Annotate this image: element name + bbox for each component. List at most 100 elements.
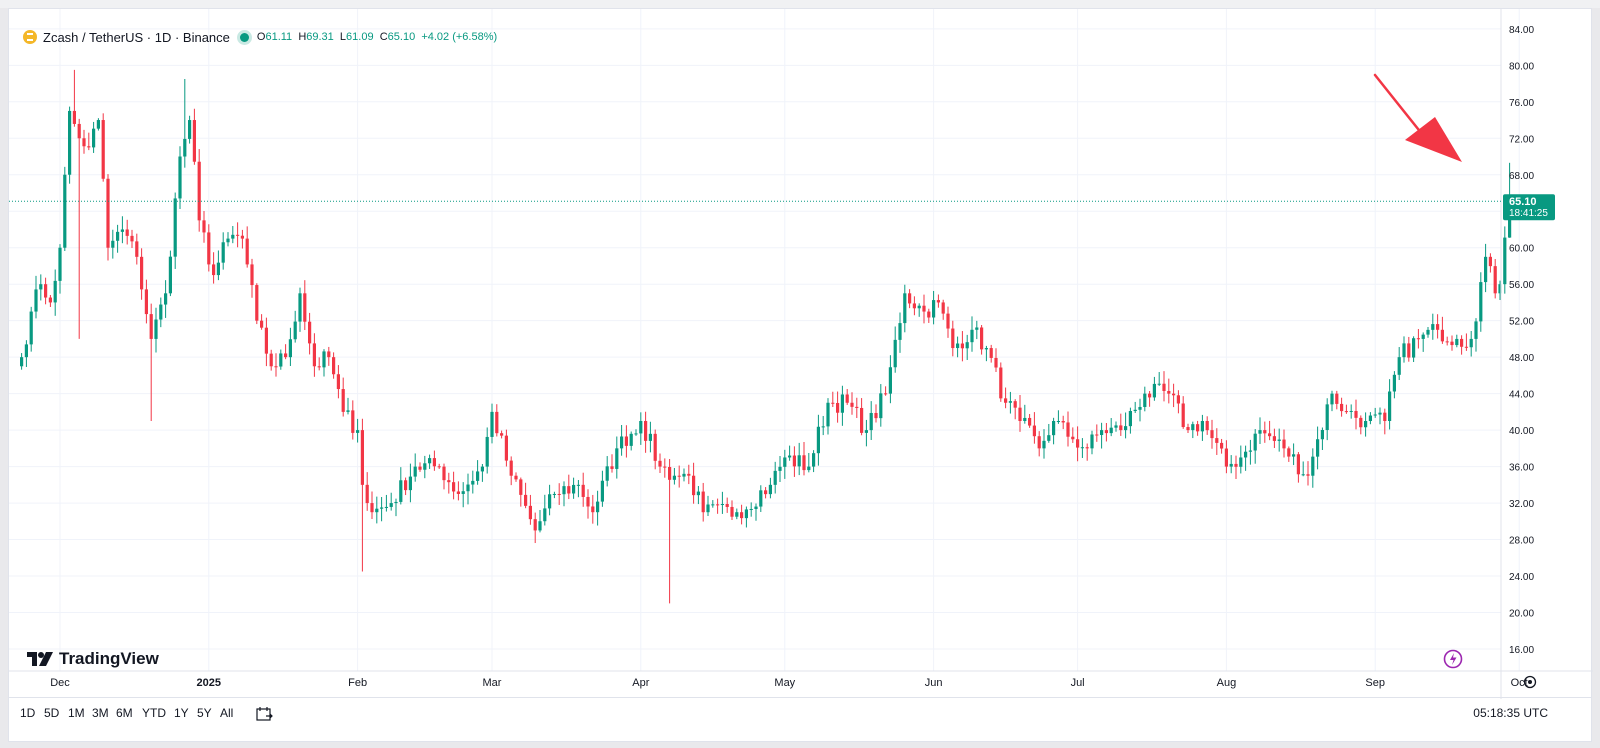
y-tick-label: 60.00	[1509, 244, 1534, 255]
candle-body	[528, 505, 532, 520]
candle-body	[812, 453, 816, 467]
candle-body	[586, 496, 590, 507]
close-label: C	[379, 31, 388, 43]
candle-body	[874, 412, 878, 419]
range-1d-button[interactable]: 1D	[20, 706, 36, 720]
candle-body	[1032, 425, 1036, 437]
candle-body	[696, 491, 700, 496]
candle-body	[1397, 357, 1401, 375]
candle-body	[500, 433, 504, 436]
candle-body	[1268, 433, 1272, 437]
x-tick-label: Sep	[1365, 677, 1385, 689]
symbol-title[interactable]: Zcash / TetherUS · 1D · Binance	[43, 29, 230, 45]
candle-body	[764, 490, 768, 495]
candle-body	[860, 407, 864, 433]
candle-body	[1138, 406, 1142, 410]
candle-body	[1272, 436, 1276, 441]
candle-body	[1176, 395, 1180, 404]
candle-body	[629, 433, 633, 446]
range-ytd-button[interactable]: YTD	[142, 706, 166, 720]
candle-body	[1152, 383, 1156, 398]
candle-body	[288, 339, 292, 358]
utc-clock[interactable]: 05:18:35 UTC	[1473, 706, 1548, 720]
range-6m-button[interactable]: 6M	[116, 706, 133, 720]
candle-body	[1484, 256, 1488, 283]
candle-body	[149, 314, 153, 339]
candle-body	[1172, 393, 1176, 396]
candle-body	[533, 519, 537, 531]
candle-body	[476, 471, 480, 481]
candle-body	[111, 240, 115, 248]
tradingview-logo[interactable]: TradingView	[27, 649, 159, 669]
candle-body	[53, 280, 57, 303]
candle-body	[1167, 390, 1171, 394]
chart-canvas[interactable]: 84.0080.0076.0072.0068.0064.0060.0056.00…	[9, 9, 1593, 699]
y-tick-label: 36.00	[1509, 463, 1534, 474]
candle-body	[413, 466, 417, 477]
candle-body	[63, 174, 67, 248]
candle-body	[1056, 420, 1060, 422]
candle-body	[836, 402, 840, 413]
candle-body	[197, 161, 201, 221]
open-value: 61.11	[265, 31, 293, 43]
candle-body	[1133, 409, 1137, 412]
candle-body	[1023, 417, 1027, 421]
candle-body	[236, 234, 240, 236]
candle-body	[221, 242, 225, 263]
candle-body	[677, 475, 681, 477]
candle-body	[984, 348, 988, 350]
settings-gear-icon[interactable]	[1523, 675, 1537, 689]
candle-body	[1181, 403, 1185, 428]
candle-body	[605, 466, 609, 481]
candle-body	[432, 458, 436, 467]
replay-icon[interactable]	[1443, 649, 1463, 669]
candle-body	[509, 460, 513, 476]
last-price-label: 65.10 18:41:25	[1503, 194, 1555, 221]
candle-body	[658, 460, 662, 467]
candle-body	[1004, 398, 1008, 403]
candle-body	[562, 486, 566, 495]
candle-body	[308, 321, 312, 344]
range-1m-button[interactable]: 1M	[68, 706, 85, 720]
candle-body	[778, 466, 782, 471]
candle-body	[917, 305, 921, 309]
candle-body	[1460, 338, 1464, 347]
x-tick-label: Mar	[483, 677, 502, 689]
candle-body	[68, 110, 72, 175]
candle-body	[77, 123, 81, 139]
candle-body	[159, 304, 163, 320]
symbol-legend[interactable]: Zcash / TetherUS · 1D · Binance O61.11 H…	[23, 28, 497, 46]
chart-panel[interactable]: 84.0080.0076.0072.0068.0064.0060.0056.00…	[8, 8, 1593, 742]
candle-body	[653, 433, 657, 461]
candle-body	[831, 402, 835, 404]
candle-body	[1090, 434, 1094, 449]
low-value: 61.09	[346, 31, 374, 43]
candle-body	[946, 313, 950, 329]
candle-body	[639, 421, 643, 434]
candle-body	[418, 466, 422, 470]
candle-body	[1008, 401, 1012, 403]
range-5y-button[interactable]: 5Y	[197, 706, 212, 720]
range-3m-button[interactable]: 3M	[92, 706, 109, 720]
date-range-icon[interactable]	[256, 706, 274, 722]
candle-body	[442, 466, 446, 481]
candle-body	[384, 506, 388, 508]
candle-body	[58, 247, 62, 281]
candle-body	[1037, 436, 1041, 449]
candle-body	[140, 256, 144, 290]
candle-body	[192, 120, 196, 162]
candle-body	[975, 327, 979, 330]
candle-body	[840, 394, 844, 413]
candle-body	[408, 476, 412, 491]
candle-body	[744, 509, 748, 519]
candle-body	[855, 406, 859, 408]
range-all-button[interactable]: All	[220, 706, 234, 720]
candle-body	[1200, 421, 1204, 432]
range-1y-button[interactable]: 1Y	[174, 706, 189, 720]
candle-body	[1042, 440, 1046, 449]
range-5d-button[interactable]: 5D	[44, 706, 60, 720]
candle-body	[336, 374, 340, 390]
candle-body	[92, 128, 96, 148]
candle-body	[1349, 410, 1353, 412]
candle-body	[274, 366, 278, 368]
